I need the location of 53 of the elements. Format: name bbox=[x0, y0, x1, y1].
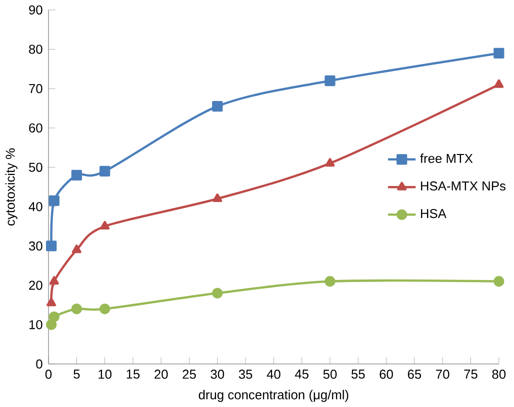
point bbox=[494, 276, 504, 287]
point bbox=[46, 298, 56, 306]
y-tick-label: 80 bbox=[29, 44, 42, 54]
legend-label: HSA-MTX NPs bbox=[421, 181, 506, 190]
point bbox=[99, 303, 110, 314]
point bbox=[324, 276, 336, 287]
point bbox=[48, 311, 60, 322]
y-tick-label: 0 bbox=[36, 359, 42, 368]
point bbox=[48, 195, 60, 206]
x-tick-label: 35 bbox=[238, 370, 252, 379]
x-tick-label: 0 bbox=[45, 370, 52, 379]
x-tick-label: 40 bbox=[266, 370, 280, 379]
y-tick-label: 90 bbox=[29, 5, 42, 14]
point bbox=[100, 220, 110, 230]
point bbox=[46, 240, 57, 252]
point bbox=[99, 166, 110, 176]
point bbox=[212, 100, 223, 112]
point bbox=[325, 158, 335, 166]
y-tick-label: 30 bbox=[28, 241, 42, 250]
legend-label: HSA bbox=[421, 208, 446, 218]
point bbox=[71, 303, 82, 314]
x-tick-label: 50 bbox=[323, 370, 337, 379]
y-tick-label: 20 bbox=[29, 280, 42, 290]
x-tick-label: 25 bbox=[182, 370, 196, 379]
x-tick-label: 55 bbox=[351, 370, 365, 379]
x-tick-label: 30 bbox=[210, 370, 224, 379]
y-tick-label: 10 bbox=[29, 320, 42, 330]
x-tick-label: 75 bbox=[464, 370, 478, 379]
x-tick-label: 70 bbox=[436, 370, 450, 379]
point bbox=[71, 170, 82, 180]
y-tick-label: 70 bbox=[29, 84, 42, 94]
y-tick-label: 60 bbox=[29, 123, 42, 132]
legend-label: free MTX bbox=[420, 153, 473, 163]
x-tick-label: 5 bbox=[74, 370, 80, 379]
x-tick-label: 10 bbox=[98, 370, 112, 379]
x-tick-label: 20 bbox=[154, 370, 168, 379]
y-axis-title: cytotoxicity % bbox=[5, 148, 18, 226]
y-tick-label: 50 bbox=[28, 162, 42, 172]
y-tick-label: 40 bbox=[28, 202, 42, 212]
x-tick-label: 60 bbox=[380, 370, 393, 379]
point bbox=[324, 75, 336, 86]
point bbox=[72, 244, 82, 253]
x-tick-label: 65 bbox=[408, 370, 422, 379]
x-tick-label: 15 bbox=[126, 370, 140, 379]
point bbox=[212, 193, 222, 202]
point bbox=[46, 319, 57, 330]
x-axis-title: drug concentration (μg/ml) bbox=[198, 390, 348, 402]
point bbox=[494, 79, 504, 88]
point bbox=[212, 288, 223, 298]
x-tick-label: 45 bbox=[294, 370, 308, 379]
x-tick-label: 80 bbox=[492, 370, 506, 379]
point bbox=[49, 276, 59, 284]
point bbox=[494, 48, 504, 58]
